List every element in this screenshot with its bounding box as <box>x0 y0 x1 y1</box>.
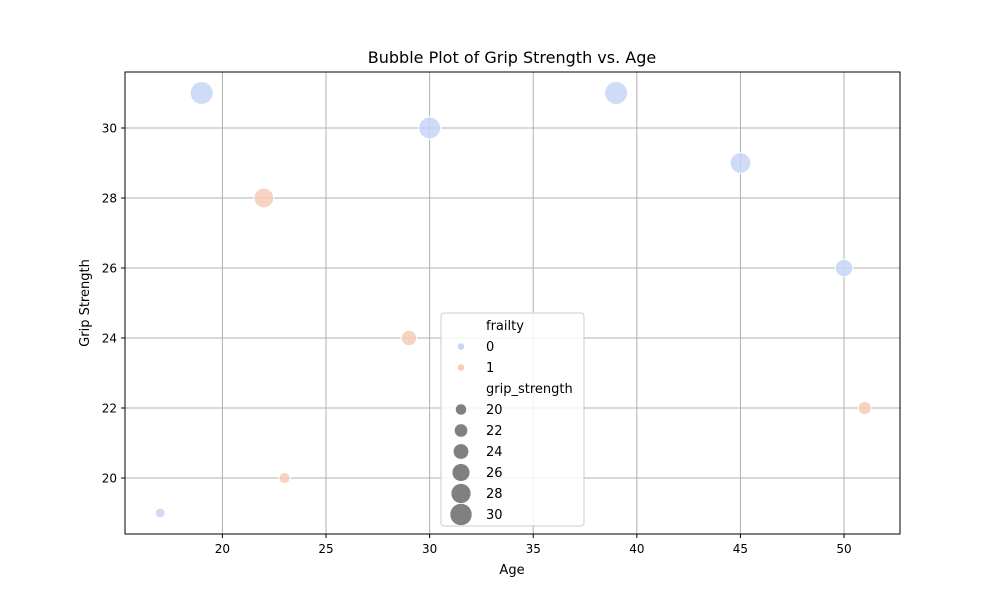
legend-size-label: 30 <box>486 508 503 523</box>
bubble-frailty-0 <box>154 507 166 519</box>
bubble-frailty-0 <box>418 116 442 140</box>
bubble-frailty-0 <box>189 81 214 105</box>
x-tick-label: 45 <box>733 542 748 556</box>
y-tick-label: 26 <box>102 262 117 276</box>
y-tick-label: 28 <box>102 192 117 206</box>
y-axis-label: Grip Strength <box>78 259 93 347</box>
bubble-frailty-0 <box>604 81 629 105</box>
legend-size-marker <box>450 483 472 504</box>
x-tick-label: 50 <box>836 542 851 556</box>
axis-ticks: 20 25 30 35 40 45 50 20 22 24 26 28 30 <box>102 122 852 557</box>
y-tick-label: 24 <box>102 332 117 346</box>
legend-size-label: 28 <box>486 487 503 502</box>
legend-size-marker <box>449 503 473 526</box>
legend-size-title: grip_strength <box>486 382 573 397</box>
legend-hue-title: frailty <box>486 319 524 334</box>
x-tick-label: 30 <box>422 542 437 556</box>
y-tick-label: 22 <box>102 402 117 416</box>
legend-box <box>440 312 585 527</box>
legend-size-marker <box>455 403 467 416</box>
x-tick-label: 35 <box>526 542 541 556</box>
legend-size-marker <box>454 423 468 438</box>
legend-size-marker <box>451 463 471 482</box>
legend-hue-marker <box>457 363 465 372</box>
bubble-frailty-0 <box>834 258 854 278</box>
y-tick-label: 30 <box>102 122 117 136</box>
legend-size-label: 20 <box>486 403 503 418</box>
bubble-frailty-0 <box>729 152 752 174</box>
legend-hue-label: 1 <box>486 361 494 376</box>
legend-hue-marker <box>457 342 465 351</box>
legend: frailty 0 1 grip_strength 20 22 24 26 28 30 <box>440 312 585 527</box>
bubble-frailty-1 <box>400 329 418 347</box>
bubble-frailty-1 <box>278 471 291 485</box>
legend-size-marker <box>453 443 469 460</box>
bubble-frailty-1 <box>857 400 872 416</box>
chart-title: Bubble Plot of Grip Strength vs. Age <box>368 48 656 67</box>
legend-size-label: 26 <box>486 466 503 481</box>
plot-area-frame <box>124 71 901 535</box>
x-axis-label: Age <box>499 563 524 578</box>
x-tick-label: 40 <box>629 542 644 556</box>
legend-size-label: 24 <box>486 445 503 460</box>
y-tick-label: 20 <box>102 472 117 486</box>
legend-size-label: 22 <box>486 424 503 439</box>
x-tick-label: 20 <box>215 542 230 556</box>
bubbles <box>154 81 872 519</box>
x-tick-label: 25 <box>318 542 333 556</box>
legend-hue-label: 0 <box>486 340 494 355</box>
bubble-frailty-1 <box>253 187 275 209</box>
